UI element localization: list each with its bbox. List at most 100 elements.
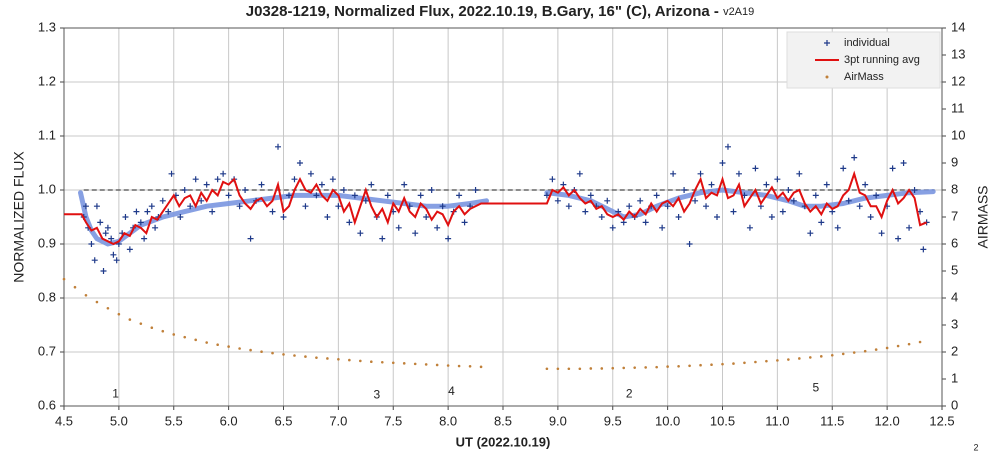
airmass-point [710, 363, 713, 366]
airmass-point [622, 366, 626, 370]
data-point [763, 181, 770, 188]
data-point [834, 224, 841, 231]
y2-tick-label: 8 [951, 181, 958, 196]
data-point [93, 203, 100, 210]
data-point [346, 219, 353, 226]
chart-title: J0328-1219, Normalized Flux, 2022.10.19,… [246, 3, 755, 20]
data-point [379, 235, 386, 242]
airmass-point [545, 367, 549, 371]
x-tick-label: 10.5 [710, 413, 735, 428]
data-point [664, 203, 671, 210]
airmass-point [556, 367, 560, 371]
x-axis-label: UT (2022.10.19) [456, 434, 551, 449]
data-point [357, 230, 364, 237]
airmass-point [732, 362, 735, 365]
legend-label: individual [844, 37, 890, 49]
data-point [768, 214, 775, 220]
y-tick-label: 1.3 [38, 19, 56, 34]
airmass-point [809, 356, 812, 359]
y2-tick-label: 12 [951, 73, 965, 88]
annotation: 5 [812, 380, 819, 394]
x-tick-label: 12.0 [874, 413, 899, 428]
data-point [104, 224, 111, 231]
data-point [703, 203, 710, 210]
data-point [878, 230, 885, 237]
y2-tick-label: 11 [951, 100, 965, 115]
airmass-point [117, 312, 121, 316]
data-point [335, 203, 342, 210]
data-point [774, 176, 781, 183]
airmass-point [260, 350, 263, 354]
airmass-point [644, 366, 647, 369]
plot-frame [63, 27, 943, 407]
airmass-point [380, 360, 384, 364]
data-point [708, 181, 715, 188]
data-point [746, 224, 753, 231]
airmass-point [216, 343, 219, 347]
y2-tick-label: 6 [951, 235, 958, 250]
airmass-point [95, 300, 99, 304]
airmass-point [227, 345, 230, 348]
airmass-point [468, 365, 472, 368]
data-point [873, 192, 880, 199]
data-point [626, 203, 633, 210]
airmass-point [150, 326, 154, 330]
data-point [823, 181, 830, 188]
data-point [714, 214, 721, 220]
y-tick-label: 1.0 [38, 181, 56, 196]
airmass-point [841, 352, 845, 356]
airmass-point [819, 355, 823, 358]
data-point [88, 241, 95, 247]
airmass-point [479, 365, 483, 369]
airmass-point [435, 363, 439, 367]
airmass-point [348, 358, 351, 362]
airmass-point [611, 366, 615, 370]
data-point [653, 192, 660, 199]
data-point [318, 181, 325, 188]
data-point [137, 219, 144, 226]
airmass-point [106, 306, 110, 310]
data-point [637, 197, 644, 204]
data-point [242, 187, 249, 193]
data-point [845, 197, 852, 204]
y2-tick-label: 1 [951, 370, 958, 385]
data-point [126, 246, 133, 253]
legend-box [786, 31, 941, 89]
data-point [642, 219, 649, 226]
airmass-point [578, 367, 582, 371]
airmass-point [205, 341, 208, 344]
data-point [851, 154, 858, 161]
data-point [187, 203, 194, 210]
data-point [102, 230, 109, 237]
data-point [203, 181, 210, 188]
airmass-point [721, 362, 724, 366]
x-tick-label: 11.5 [820, 413, 844, 428]
airmass-point [798, 357, 801, 360]
annotation: 4 [448, 384, 455, 398]
airmass-point [304, 355, 307, 358]
airmass-point [424, 363, 428, 366]
data-point [434, 224, 441, 231]
data-point [209, 208, 216, 215]
x-tick-label: 6.5 [274, 413, 292, 428]
data-point [181, 187, 188, 193]
airmass-point [699, 363, 702, 367]
data-point [790, 197, 797, 204]
data-point [598, 214, 605, 220]
data-point [807, 230, 814, 237]
airmass-point [787, 358, 790, 361]
x-tick-label: 12.5 [929, 413, 954, 428]
airmass-point [326, 357, 329, 360]
airmass-point [589, 367, 593, 370]
y2-tick-label: 7 [951, 208, 958, 223]
y2-tick-label: 14 [951, 19, 965, 34]
legend-label: 3pt running avg [844, 54, 920, 66]
x-tick-label: 8.0 [439, 413, 457, 428]
data-point [362, 197, 369, 204]
data-point [97, 219, 104, 226]
x-tick-label: 8.5 [494, 413, 512, 428]
data-point [554, 197, 561, 204]
data-point [302, 203, 309, 210]
data-point [82, 203, 89, 210]
data-point [340, 187, 347, 193]
